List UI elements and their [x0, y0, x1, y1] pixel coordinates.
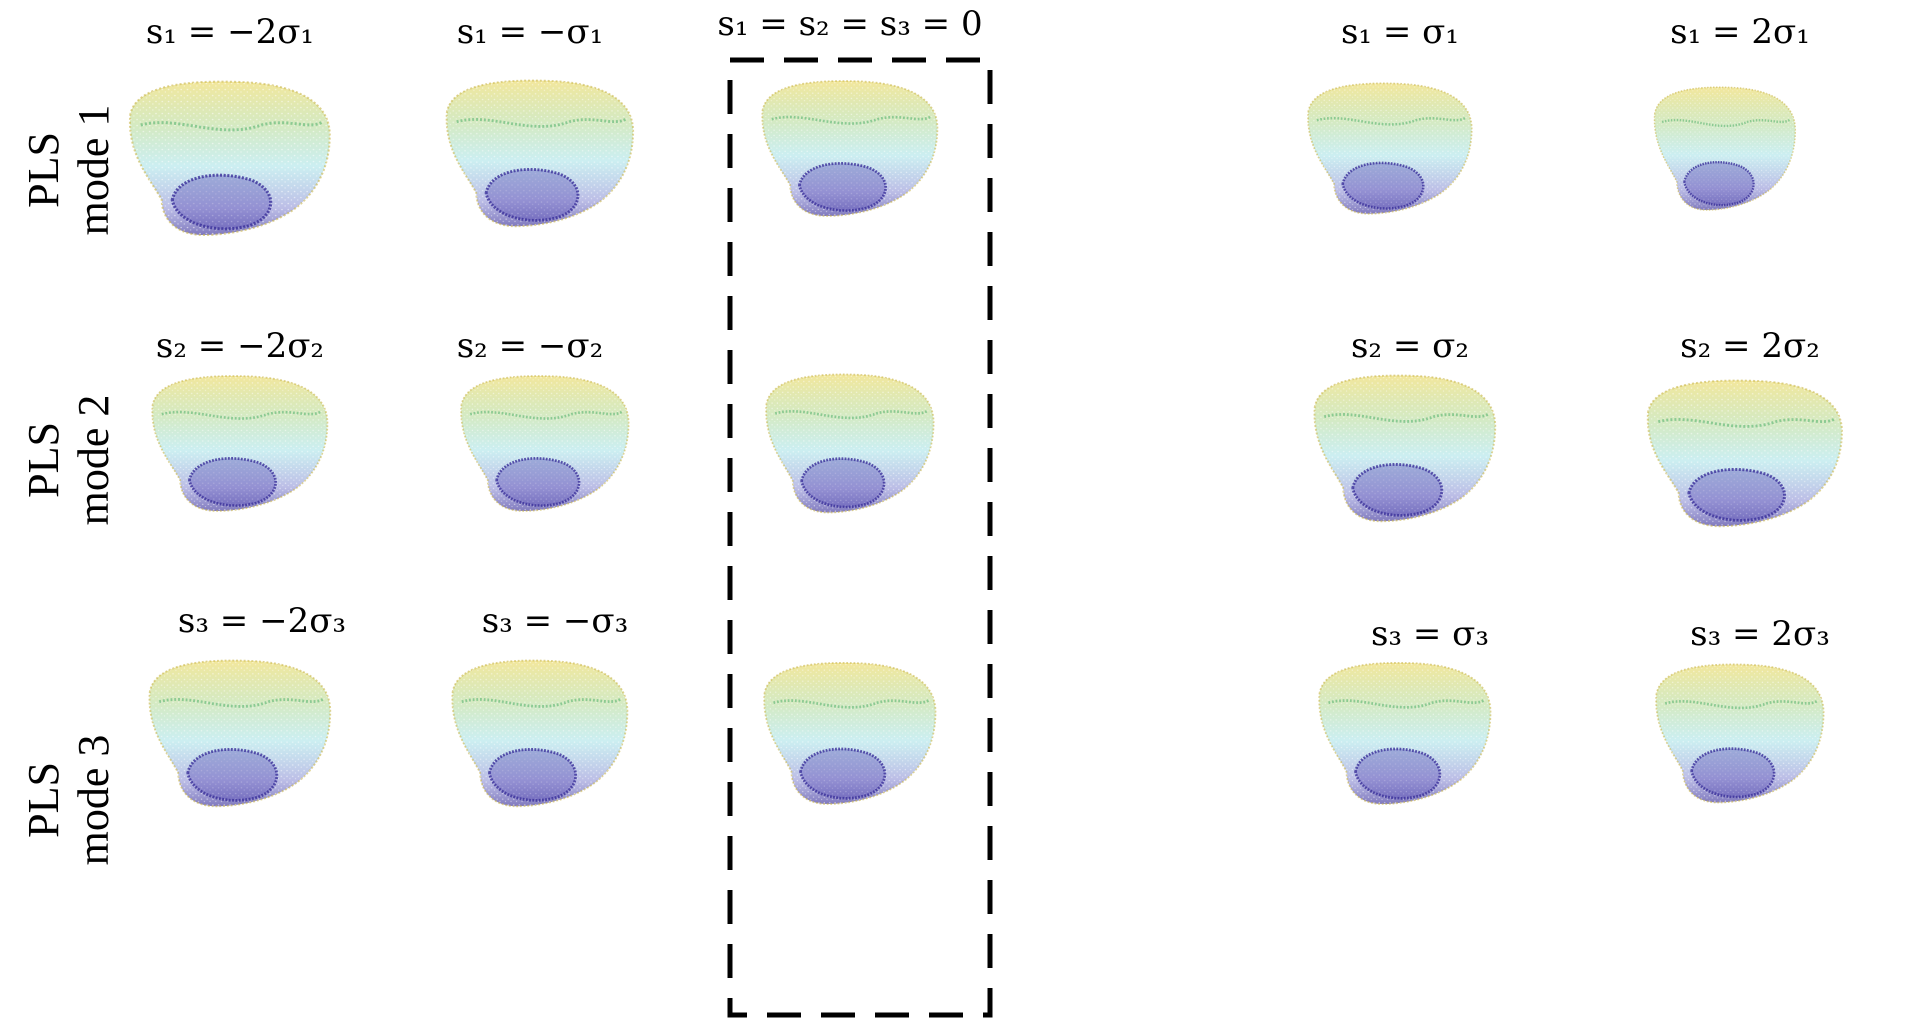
heart-shapes: [129, 79, 1843, 808]
label-row1-col5: s₁ = 2σ₁: [1670, 12, 1810, 52]
row-label-mode1-line2: mode 1: [69, 105, 118, 236]
label-row1-col2: s₁ = −σ₁: [457, 12, 604, 52]
heart-row1-col2: [445, 79, 635, 228]
heart-row3-col1: [148, 659, 332, 808]
heart-row2-col1: [151, 375, 329, 512]
row-label-mode3: PLS mode 3: [19, 735, 118, 866]
heart-row3-col5: [1655, 663, 1825, 804]
heart-row1-col4: [1307, 82, 1473, 215]
label-row1-col1: s₁ = −2σ₁: [146, 12, 314, 52]
row-label-mode2-line2: mode 2: [69, 395, 118, 526]
label-row3-col2: s₃ = −σ₃: [482, 601, 629, 641]
row-label-mode1: PLS mode 1: [19, 105, 118, 236]
label-row3-col5: s₃ = 2σ₃: [1690, 614, 1830, 654]
label-row3-col1: s₃ = −2σ₃: [178, 601, 346, 641]
row-label-mode2-line1: PLS: [19, 422, 68, 498]
label-row2-col4: s₂ = σ₂: [1351, 326, 1469, 366]
heart-row2-col5: [1646, 379, 1843, 528]
heart-row3-center: [763, 661, 937, 805]
heart-row1-col5: [1653, 86, 1797, 211]
heart-row2-col4: [1313, 374, 1497, 523]
label-row3-col4: s₃ = σ₃: [1371, 614, 1489, 654]
heart-row1-center: [761, 80, 939, 217]
label-row2-col5: s₂ = 2σ₂: [1680, 326, 1820, 366]
heart-row3-col2: [451, 659, 629, 808]
heart-row1-col1: [129, 80, 331, 237]
row-label-mode2: PLS mode 2: [19, 395, 118, 526]
row-label-mode3-line1: PLS: [19, 762, 68, 838]
label-row2-col1: s₂ = −2σ₂: [156, 326, 324, 366]
label-row1-col4: s₁ = σ₁: [1341, 12, 1459, 52]
mean-shape-dashed-box: [727, 57, 993, 1018]
label-row1-center: s₁ = s₂ = s₃ = 0: [717, 4, 982, 44]
heart-row2-col2: [460, 375, 630, 512]
heart-row2-center: [765, 373, 935, 514]
heart-row3-col4: [1318, 661, 1492, 805]
label-row2-col2: s₂ = −σ₂: [457, 326, 604, 366]
row-label-mode1-line1: PLS: [19, 132, 68, 208]
row-label-mode3-line2: mode 3: [69, 735, 118, 866]
